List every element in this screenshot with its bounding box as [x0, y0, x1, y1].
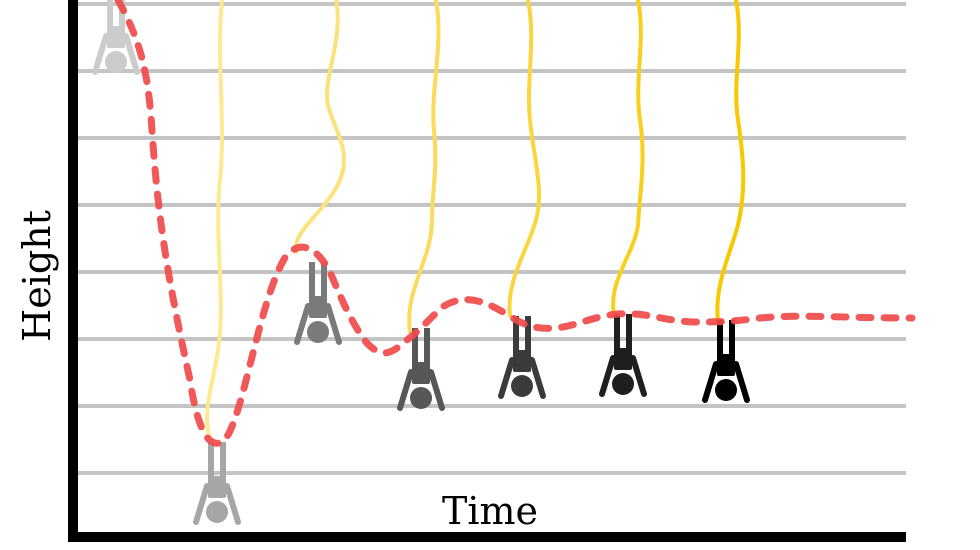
jumper-5 [498, 316, 546, 399]
jumper-1 [92, 0, 140, 75]
cord-7 [715, 0, 746, 324]
y-axis-label: Height [15, 210, 59, 342]
jumper-2 [193, 442, 241, 525]
x-axis [68, 532, 906, 542]
grid-lines [78, 2, 906, 475]
jumpers [92, 0, 750, 525]
jumper-3 [294, 262, 342, 345]
jumper-4 [397, 328, 445, 411]
cord-4 [407, 0, 441, 334]
bungee-cords [205, 0, 746, 442]
jumper-7 [702, 320, 750, 403]
cord-6 [611, 0, 645, 317]
x-axis-label: Time [442, 489, 538, 533]
y-axis [68, 0, 78, 542]
jumper-6 [599, 314, 647, 397]
trajectory-dashed-line [114, 0, 916, 447]
cord-2 [205, 0, 224, 442]
cord-3 [293, 0, 346, 254]
cord-5 [507, 0, 542, 317]
